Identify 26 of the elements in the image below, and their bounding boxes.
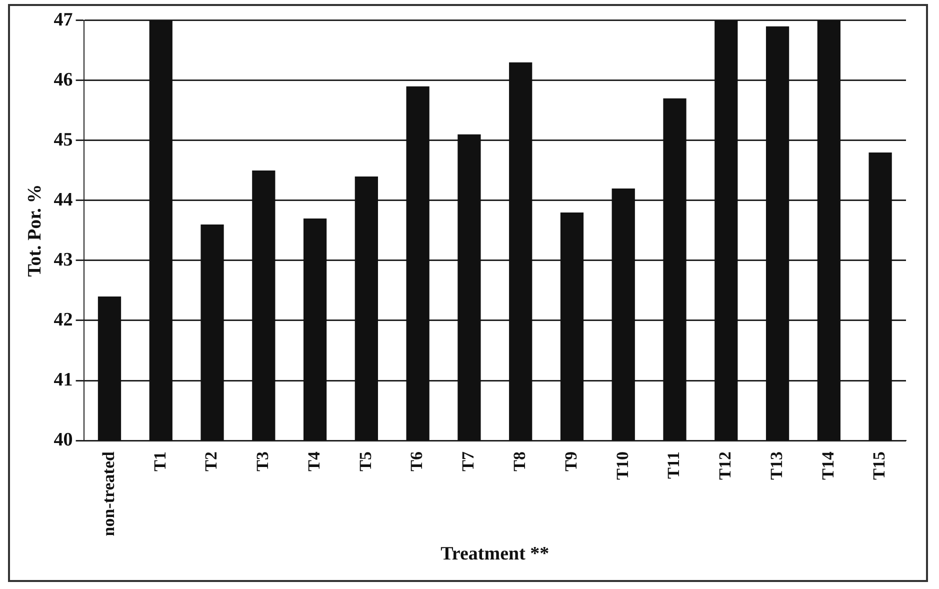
x-tick-label: T8 xyxy=(510,452,529,472)
x-tick-label: T3 xyxy=(253,452,272,472)
y-tick-label: 44 xyxy=(54,189,74,210)
x-tick-label: T6 xyxy=(407,452,426,472)
y-tick-label: 45 xyxy=(54,129,73,150)
x-tick-label: T15 xyxy=(870,452,889,480)
x-tick-label: non-treated xyxy=(98,450,118,536)
y-tick-label: 41 xyxy=(54,369,73,390)
y-axis-title: Tot. Por. % xyxy=(24,184,46,277)
x-tick-label: T9 xyxy=(561,452,580,472)
x-tick-label: T5 xyxy=(356,452,375,472)
y-tick-label: 43 xyxy=(54,249,73,270)
x-tick-label: T4 xyxy=(304,451,324,472)
y-tick-label: 46 xyxy=(54,69,73,90)
x-tick-label: T11 xyxy=(664,452,684,479)
x-tick-label: T13 xyxy=(766,452,786,480)
x-tick-label: T14 xyxy=(818,451,838,480)
x-tick-label: T12 xyxy=(716,452,735,480)
x-axis-title: Treatment ** xyxy=(440,544,550,565)
x-tick-label: T1 xyxy=(150,452,170,472)
y-tick-label: 42 xyxy=(54,309,73,330)
y-tick-label: 47 xyxy=(54,9,74,30)
x-tick-label: T2 xyxy=(202,452,221,472)
y-tick-label: 40 xyxy=(54,429,73,450)
x-tick-label: T7 xyxy=(458,451,478,472)
x-tick-label: T10 xyxy=(612,452,632,480)
